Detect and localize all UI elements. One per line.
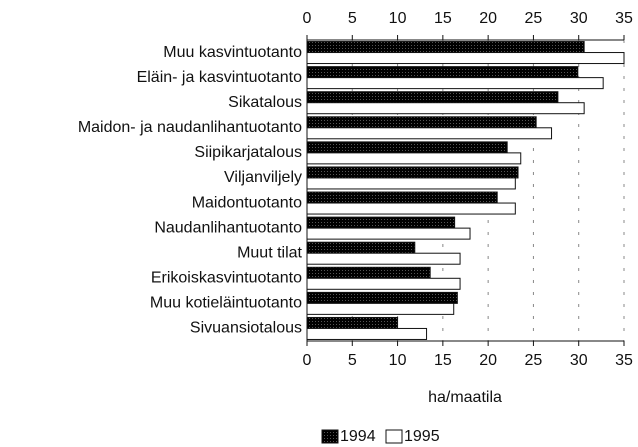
x-tick-label: 10 bbox=[389, 352, 407, 369]
y-tick-label: Sikatalous bbox=[228, 94, 302, 111]
x-tick-label-top: 20 bbox=[479, 10, 497, 27]
legend-swatch bbox=[321, 429, 339, 444]
y-tick-label: Maidontuotanto bbox=[192, 194, 302, 211]
x-tick-label-top: 10 bbox=[389, 10, 407, 27]
x-tick-label: 20 bbox=[479, 352, 497, 369]
y-tick-label: Muu kasvintuotanto bbox=[163, 44, 302, 61]
x-tick-label-top: 25 bbox=[525, 10, 543, 27]
x-tick-label: 15 bbox=[434, 352, 452, 369]
x-tick-label-top: 30 bbox=[570, 10, 588, 27]
legend-swatch bbox=[385, 429, 403, 444]
bar bbox=[306, 216, 456, 229]
x-tick-label: 5 bbox=[348, 352, 357, 369]
y-tick-label: Muut tilat bbox=[237, 244, 302, 261]
y-tick-label: Eläin- ja kasvintuotanto bbox=[137, 69, 303, 86]
bar bbox=[306, 166, 519, 179]
x-tick-label: 25 bbox=[525, 352, 543, 369]
bar bbox=[306, 127, 553, 140]
y-tick-label: Erikoiskasvintuotanto bbox=[151, 270, 302, 287]
bar bbox=[306, 77, 604, 90]
bar bbox=[306, 241, 416, 254]
bar bbox=[306, 277, 461, 290]
y-tick-label: Naudanlihantuotanto bbox=[154, 219, 302, 236]
bar bbox=[306, 266, 431, 279]
x-tick-label-top: 5 bbox=[348, 10, 357, 27]
bar bbox=[306, 41, 585, 54]
bar bbox=[306, 327, 428, 340]
bar bbox=[306, 52, 625, 65]
x-tick-label-top: 15 bbox=[434, 10, 452, 27]
y-tick-label: Sivuansiotalous bbox=[190, 320, 302, 337]
bar bbox=[306, 191, 498, 204]
bar bbox=[306, 66, 579, 79]
x-tick-label-top: 35 bbox=[615, 10, 633, 27]
bar bbox=[306, 252, 461, 265]
bar bbox=[306, 102, 585, 115]
bar bbox=[306, 202, 516, 215]
x-tick-label-top: 0 bbox=[303, 10, 312, 27]
legend-label: 1994 bbox=[340, 428, 376, 445]
legend-label: 1995 bbox=[404, 428, 440, 445]
x-tick-label: 0 bbox=[303, 352, 312, 369]
bar bbox=[306, 152, 522, 165]
y-tick-label: Maidon- ja naudanlihantuotanto bbox=[78, 119, 302, 136]
x-tick-label: 30 bbox=[570, 352, 588, 369]
bar bbox=[306, 116, 537, 129]
y-tick-label: Viljanviljely bbox=[224, 169, 302, 186]
bar bbox=[306, 91, 559, 104]
bar bbox=[306, 291, 458, 304]
bar bbox=[306, 141, 508, 154]
x-axis-label: ha/maatila bbox=[428, 389, 502, 406]
bar bbox=[306, 227, 471, 240]
bar bbox=[306, 302, 455, 315]
y-tick-label: Siipikarjatalous bbox=[194, 144, 302, 161]
x-tick-label: 35 bbox=[615, 352, 633, 369]
y-tick-label: Muu kotieläintuotanto bbox=[150, 295, 302, 312]
bar bbox=[306, 177, 516, 190]
bar bbox=[306, 316, 399, 329]
